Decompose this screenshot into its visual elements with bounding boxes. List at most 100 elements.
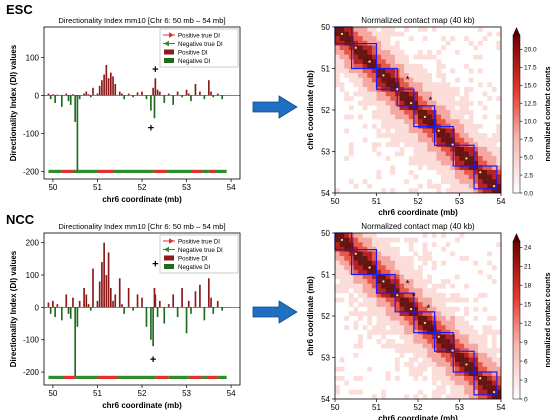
hic-cell [385, 242, 391, 248]
tad-box [351, 249, 378, 276]
hic-cell [413, 348, 419, 354]
hic-cell [464, 169, 469, 175]
hic-cell [473, 297, 479, 303]
hic-cell [422, 110, 428, 115]
hic-cell [418, 274, 423, 280]
hic-cell [427, 86, 433, 92]
hic-cell [404, 339, 409, 344]
di-y-tick-label: -100 [23, 336, 40, 345]
hic-cell [468, 183, 474, 189]
hic-cell [381, 394, 386, 400]
hic-cell [348, 292, 354, 298]
hic-cell [394, 137, 400, 143]
hic-cell [473, 188, 479, 194]
hic-cell [404, 142, 409, 148]
hic-cell [381, 59, 386, 65]
hic-cell [376, 40, 382, 46]
hic-cell [468, 339, 474, 344]
hic-cell [441, 357, 446, 363]
hic-cell [367, 316, 373, 321]
hic-cell [385, 110, 391, 115]
hic-cell [427, 128, 433, 134]
hic-cell [399, 343, 405, 349]
hic-cell [445, 133, 451, 138]
hic-cell [491, 380, 497, 386]
hic-cell [353, 36, 359, 42]
hic-cell [413, 366, 419, 372]
hic-cell [385, 31, 391, 37]
hic-cell [450, 119, 456, 125]
hic-y-tick-label: 51 [321, 65, 330, 74]
hic-cell [445, 146, 451, 152]
hic-cell [344, 128, 350, 134]
hic-cell [436, 320, 442, 326]
hic-cell [418, 292, 423, 298]
hic-cell [441, 179, 446, 184]
colorbar-tick-label: 21 [524, 264, 532, 271]
hic-cell [404, 302, 409, 307]
hic-cell [408, 242, 414, 248]
hic-cell [450, 371, 456, 377]
di-bar [72, 297, 74, 308]
hic-cell [427, 251, 433, 257]
di-bar [118, 91, 121, 96]
hic-cell [362, 279, 368, 284]
hic-cell [358, 59, 363, 65]
hic-cell [335, 59, 340, 65]
hic-cell [418, 334, 423, 340]
hic-cell [358, 311, 363, 317]
hic-cell [496, 375, 502, 381]
hic-cell [399, 329, 405, 335]
hic-cell [362, 269, 368, 275]
hic-cell [441, 156, 446, 161]
hic-cell [427, 297, 433, 303]
hic-cell [445, 86, 451, 92]
hic-cell [413, 146, 419, 152]
diagonal-marker [354, 46, 357, 49]
hic-cell [431, 394, 437, 400]
hic-cell [422, 54, 428, 60]
hic-cell [413, 96, 419, 101]
hic-cell [344, 283, 350, 289]
hic-cell [468, 325, 474, 331]
hic-cell [427, 146, 433, 152]
hic-cell [404, 77, 409, 83]
hic-cell [487, 357, 492, 363]
hic-cell [468, 137, 474, 143]
hic-cell [335, 260, 340, 266]
legend-entry: Positive DI [178, 50, 208, 57]
hic-cell [408, 274, 414, 280]
di-bar [185, 89, 188, 96]
diagonal-marker [368, 60, 371, 63]
hic-cell [441, 128, 446, 134]
hic-cell [464, 100, 469, 106]
diagonal-marker [423, 321, 427, 325]
hic-cell [394, 316, 400, 321]
hic-cell [459, 325, 465, 331]
hic-cell [482, 371, 488, 377]
hic-cell [418, 306, 423, 312]
hic-cell [358, 82, 363, 88]
hic-cell [358, 339, 363, 344]
hic-cell [427, 105, 433, 111]
hic-cell [487, 371, 492, 377]
hic-cell [468, 385, 474, 390]
di-y-axis-label: Directionality Index (DI) values [9, 250, 18, 367]
hic-cell [394, 151, 400, 157]
hic-cell [376, 256, 382, 261]
hic-cell [358, 375, 363, 381]
hic-cell [477, 137, 483, 143]
hic-cell [367, 329, 373, 335]
hic-cell [441, 297, 446, 303]
hic-cell [427, 288, 433, 294]
hic-cell [454, 110, 460, 115]
hic-cell [399, 348, 405, 354]
hic-cell [358, 77, 363, 83]
hic-cell [376, 82, 382, 88]
legend-entry: Positive true DI [178, 239, 220, 246]
di-bar [60, 307, 63, 321]
hic-cell [441, 151, 446, 157]
hic-cell [394, 343, 400, 349]
hic-cell [408, 73, 414, 78]
hic-cell [335, 389, 340, 395]
